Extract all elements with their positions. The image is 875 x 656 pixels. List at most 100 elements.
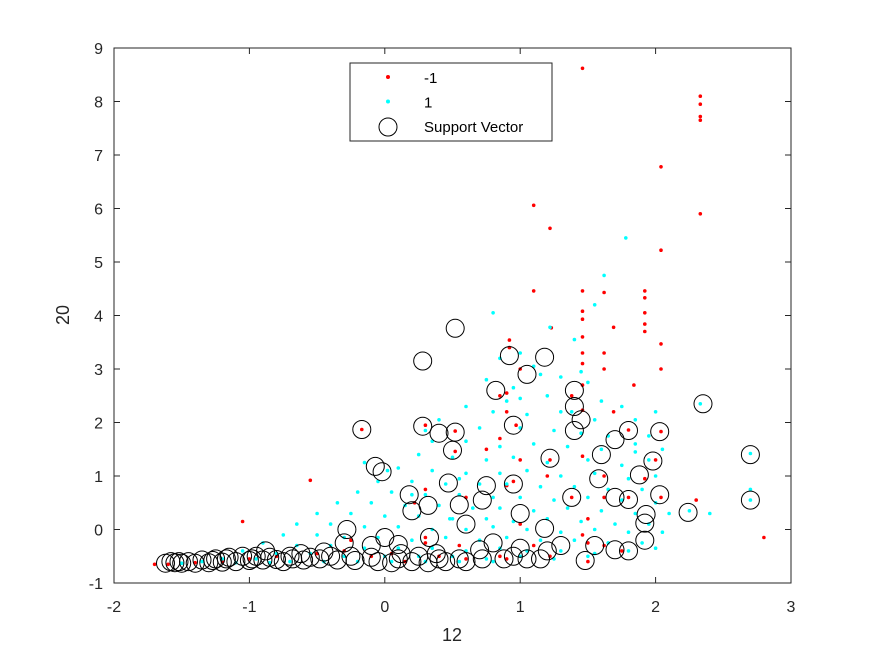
support-vector-marker <box>740 445 760 465</box>
point-neg <box>586 517 590 521</box>
point-pos <box>592 527 597 532</box>
y-tick-label: 6 <box>94 202 103 219</box>
point-pos <box>565 444 570 449</box>
support-vector-marker <box>314 542 334 562</box>
point-pos <box>748 498 753 502</box>
support-vector-marker <box>635 530 655 550</box>
support-vector-marker <box>420 528 439 547</box>
point-pos <box>464 439 468 444</box>
support-vector-marker <box>605 487 625 507</box>
point-neg <box>531 543 536 548</box>
support-vector-marker <box>470 540 490 560</box>
point-neg <box>580 317 585 322</box>
point-pos <box>538 538 543 542</box>
point-neg <box>698 114 703 119</box>
legend-label: Support Vector <box>424 119 523 136</box>
y-tick-label: 0 <box>94 523 103 540</box>
x-tick-label: 0 <box>380 599 389 616</box>
point-neg <box>247 557 252 561</box>
support-vector-marker <box>494 549 514 569</box>
point-pos <box>457 559 462 564</box>
point-neg <box>349 538 353 542</box>
point-pos <box>569 410 574 414</box>
point-pos <box>525 527 529 532</box>
point-pos <box>626 549 631 553</box>
point-neg <box>504 557 509 561</box>
support-vector-marker <box>571 410 591 430</box>
point-neg <box>632 383 636 387</box>
support-vector-marker <box>635 513 655 533</box>
point-neg <box>545 474 550 478</box>
point-neg <box>569 495 574 500</box>
legend-marker-dot <box>386 75 390 79</box>
point-neg <box>240 519 245 524</box>
point-pos <box>491 559 495 564</box>
point-neg <box>643 476 647 481</box>
support-vector-marker <box>291 544 311 564</box>
support-vector-marker <box>564 380 584 400</box>
point-pos <box>477 482 482 486</box>
point-pos <box>288 559 292 564</box>
point-pos <box>592 303 597 307</box>
support-vector-marker <box>372 462 392 482</box>
point-pos <box>491 311 495 315</box>
point-pos <box>559 474 563 478</box>
support-vector-marker <box>273 552 293 572</box>
support-vector-marker <box>531 549 550 569</box>
point-pos <box>281 533 286 537</box>
point-pos <box>708 511 712 516</box>
point-neg <box>423 423 428 428</box>
point-neg <box>166 562 170 567</box>
y-tick-label: 1 <box>94 469 103 486</box>
point-pos <box>430 468 435 473</box>
point-pos <box>504 535 509 540</box>
support-vector-marker <box>449 495 469 515</box>
point-pos <box>586 554 590 559</box>
point-neg <box>518 458 522 462</box>
point-pos <box>538 372 543 377</box>
point-pos <box>653 474 658 478</box>
point-neg <box>548 458 552 462</box>
support-vector-marker <box>280 546 300 566</box>
support-vector-marker <box>203 551 223 570</box>
point-pos <box>579 431 583 436</box>
support-vector-marker <box>212 552 232 572</box>
point-pos <box>448 517 452 521</box>
point-pos <box>410 538 414 542</box>
support-vector-marker <box>429 423 449 443</box>
point-pos <box>602 273 606 278</box>
support-vector-marker <box>486 380 506 400</box>
point-neg <box>643 322 647 326</box>
point-neg <box>484 447 489 452</box>
point-pos <box>545 460 550 465</box>
x-axis-title: 12 <box>442 625 462 645</box>
point-neg <box>453 449 458 454</box>
point-pos <box>484 557 489 561</box>
point-pos <box>491 410 495 414</box>
point-pos <box>640 487 644 492</box>
point-pos <box>626 476 631 481</box>
point-pos <box>416 452 421 457</box>
point-neg <box>602 367 606 371</box>
point-pos <box>748 451 753 456</box>
support-vector-marker <box>391 544 411 564</box>
support-vector-marker <box>256 541 276 561</box>
point-pos <box>653 410 658 414</box>
point-neg <box>586 559 590 564</box>
support-vector-marker <box>585 536 605 555</box>
point-neg <box>659 429 663 434</box>
support-vector-marker <box>337 520 357 539</box>
support-vector-marker <box>517 549 537 569</box>
support-vector-marker <box>503 415 523 435</box>
point-neg <box>602 351 606 355</box>
point-neg <box>626 495 631 500</box>
point-neg <box>580 351 585 355</box>
points-layer <box>152 66 766 573</box>
point-pos <box>254 557 258 561</box>
point-neg <box>580 533 585 537</box>
x-tick-label: 1 <box>516 599 525 616</box>
support-vector-marker <box>678 502 698 522</box>
point-pos <box>362 546 367 550</box>
x-tick-label: -1 <box>242 599 256 616</box>
